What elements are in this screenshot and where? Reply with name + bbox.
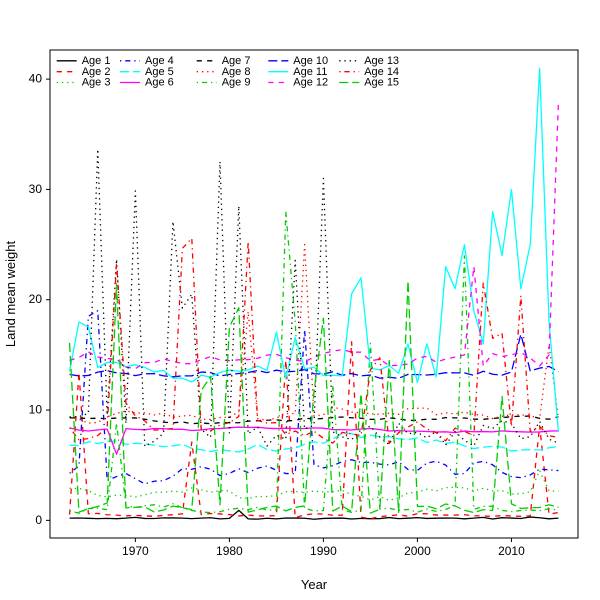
svg-text:1990: 1990 [310, 544, 337, 558]
svg-text:2010: 2010 [498, 544, 525, 558]
svg-text:Age 3: Age 3 [82, 77, 111, 89]
svg-text:Year: Year [301, 577, 328, 592]
svg-text:2000: 2000 [404, 544, 431, 558]
svg-text:Land mean weight: Land mean weight [3, 240, 18, 347]
svg-text:10: 10 [29, 403, 43, 417]
svg-text:20: 20 [29, 292, 43, 306]
svg-text:30: 30 [29, 182, 43, 196]
svg-text:1970: 1970 [122, 544, 149, 558]
svg-text:Age 9: Age 9 [222, 77, 251, 89]
svg-text:0: 0 [35, 513, 42, 527]
svg-text:Age 6: Age 6 [145, 77, 174, 89]
svg-text:Age 12: Age 12 [293, 77, 328, 89]
svg-text:Age 15: Age 15 [364, 77, 399, 89]
svg-text:40: 40 [29, 72, 43, 86]
svg-text:1980: 1980 [216, 544, 243, 558]
